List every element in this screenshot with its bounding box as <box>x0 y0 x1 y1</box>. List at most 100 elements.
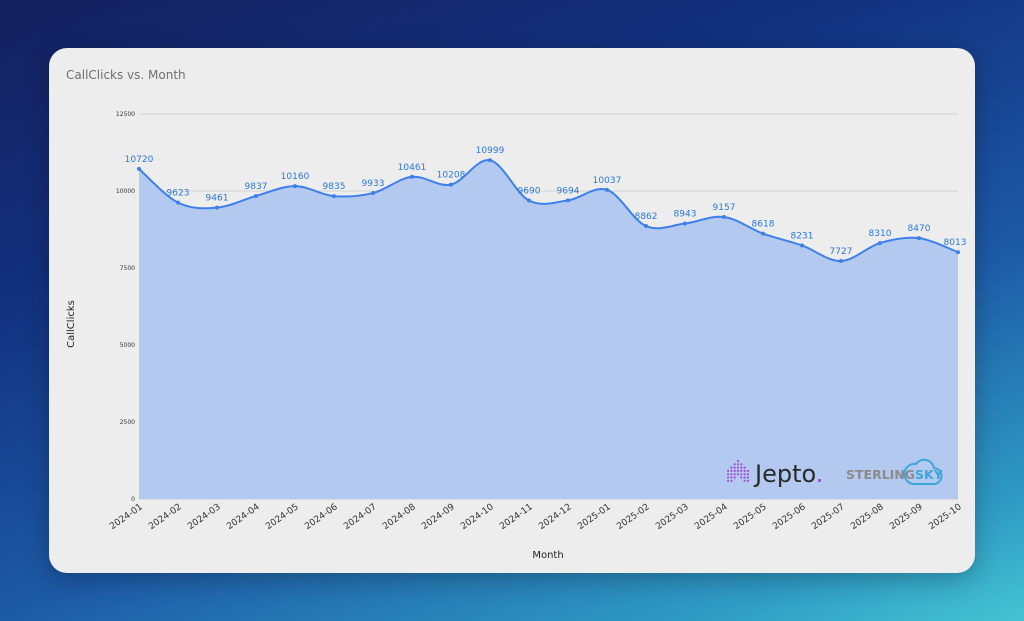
jepto-mark-dot <box>746 479 750 482</box>
jepto-mark-dot <box>736 473 740 476</box>
data-point <box>137 166 141 171</box>
x-tick-label: 2024-06 <box>303 502 340 532</box>
data-label: 8310 <box>869 229 892 239</box>
jepto-mark-dot <box>733 473 736 476</box>
y-tick-labels: 0 2500 5000 7500 10000 12500 <box>116 111 135 503</box>
x-tick-label: 2024-10 <box>459 502 496 532</box>
x-tick-label: 2025-05 <box>732 502 769 532</box>
jepto-mark-dot <box>740 463 743 466</box>
y-tick-label: 7500 <box>120 265 135 272</box>
data-point <box>293 184 297 189</box>
data-point <box>878 241 882 246</box>
jepto-mark-dot <box>746 473 750 476</box>
y-tick-label: 10000 <box>116 188 135 195</box>
y-tick-label: 0 <box>131 496 135 503</box>
chart-card: CallClicks vs. Month 0 2500 5000 7500 10000 1… <box>49 48 975 573</box>
data-point <box>488 158 492 163</box>
data-label: 9157 <box>713 203 736 213</box>
data-label: 8231 <box>791 231 814 241</box>
data-label: 8618 <box>752 220 775 230</box>
data-label: 9461 <box>206 194 229 204</box>
x-tick-label: 2025-01 <box>576 502 613 532</box>
x-tick-label: 2024-02 <box>147 502 184 532</box>
data-label: 9835 <box>323 182 346 192</box>
data-label: 9690 <box>518 187 541 197</box>
area-chart: 0 2500 5000 7500 10000 12500 10720 9623 9461 983… <box>66 111 966 561</box>
x-tick-label: 2024-01 <box>108 502 145 532</box>
jepto-mark-dot <box>736 466 740 469</box>
x-tick-label: 2025-07 <box>810 502 847 532</box>
x-tick-label: 2025-08 <box>849 502 886 532</box>
jepto-mark-icon <box>727 459 750 482</box>
y-tick-label: 5000 <box>120 342 135 349</box>
jepto-mark-dot <box>743 476 746 479</box>
chart-title: CallClicks vs. Month <box>66 68 186 82</box>
data-points <box>137 158 960 264</box>
jepto-wordmark: Jepto. <box>753 460 823 488</box>
data-point <box>371 191 375 196</box>
jepto-mark-dot <box>727 469 730 472</box>
jepto-mark-dot <box>746 469 750 472</box>
x-tick-label: 2024-03 <box>186 502 223 532</box>
jepto-mark-dot <box>736 459 740 463</box>
data-point <box>215 205 219 210</box>
sterlingsky-wordmark: STERLINGSKY <box>846 467 944 482</box>
x-tick-label: 2024-11 <box>498 502 535 532</box>
jepto-mark-dot <box>733 469 736 472</box>
data-point <box>410 174 414 179</box>
jepto-mark-dot <box>730 473 733 476</box>
x-tick-label: 2024-05 <box>264 502 301 532</box>
data-point <box>683 221 687 226</box>
x-tick-label: 2024-12 <box>537 502 574 532</box>
data-point <box>644 224 648 229</box>
data-label: 7727 <box>830 247 853 257</box>
jepto-logo: Jepto. <box>727 459 823 488</box>
y-tick-label: 12500 <box>116 111 135 118</box>
y-axis-label: CallClicks <box>66 300 77 348</box>
data-label: 10160 <box>281 172 310 182</box>
jepto-mark-dot <box>743 473 746 476</box>
x-tick-labels: 2024-01 2024-02 2024-03 2024-04 2024-05 2024-… <box>108 502 964 532</box>
data-point <box>761 231 765 236</box>
jepto-mark-dot <box>740 466 743 469</box>
data-label: 8862 <box>635 212 658 222</box>
data-label: 10999 <box>476 146 505 156</box>
jepto-mark-dot <box>733 466 736 469</box>
data-label: 10208 <box>437 171 466 181</box>
cloud-icon <box>903 458 943 485</box>
jepto-mark-dot <box>736 469 740 472</box>
data-label: 9933 <box>362 179 385 189</box>
data-point <box>566 198 570 203</box>
x-tick-label: 2024-08 <box>381 502 418 532</box>
jepto-mark-dot <box>743 469 746 472</box>
data-point <box>254 194 258 199</box>
x-tick-label: 2025-03 <box>654 502 691 532</box>
data-point <box>839 259 843 264</box>
x-tick-label: 2024-09 <box>420 502 457 532</box>
data-point <box>527 198 531 203</box>
jepto-mark-dot <box>736 463 740 466</box>
data-label: 9623 <box>167 189 190 199</box>
data-label: 10461 <box>398 163 427 173</box>
x-tick-label: 2024-07 <box>342 502 379 532</box>
x-axis-label: Month <box>532 550 563 561</box>
data-point <box>917 236 921 241</box>
jepto-mark-dot <box>733 476 736 479</box>
data-point <box>722 214 726 219</box>
data-point <box>605 187 609 192</box>
data-point <box>800 243 804 248</box>
x-tick-label: 2025-10 <box>927 502 964 532</box>
series-line <box>138 159 959 263</box>
jepto-mark-dot <box>733 463 736 466</box>
x-tick-label: 2024-04 <box>225 502 262 532</box>
y-tick-label: 2500 <box>120 419 135 426</box>
jepto-mark-dot <box>740 469 743 472</box>
data-label: 9837 <box>245 182 268 192</box>
x-tick-label: 2025-09 <box>888 502 925 532</box>
data-label: 8943 <box>674 210 697 220</box>
jepto-mark-dot <box>743 479 746 482</box>
data-label: 8470 <box>908 224 931 234</box>
jepto-mark-dot <box>730 479 733 482</box>
x-tick-label: 2025-06 <box>771 502 808 532</box>
data-point <box>332 194 336 199</box>
